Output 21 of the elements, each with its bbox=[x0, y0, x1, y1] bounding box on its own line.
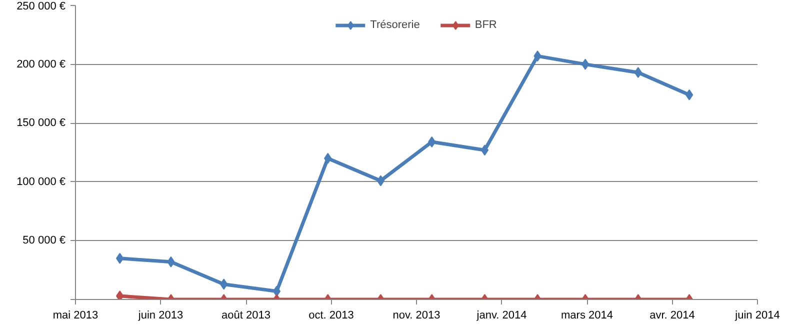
y-tick-label: 50 000 € bbox=[22, 234, 66, 247]
point bbox=[116, 290, 124, 300]
point bbox=[581, 58, 590, 70]
y-tick-label: 200 000 € bbox=[16, 58, 66, 70]
legend-label: BFR bbox=[474, 19, 497, 31]
x-tick-label: mai 2013 bbox=[52, 310, 98, 322]
y-tick-label: 100 000 € bbox=[16, 176, 66, 188]
x-tick-label: août 2013 bbox=[222, 310, 270, 322]
x-tick-label: avr. 2014 bbox=[650, 310, 695, 322]
x-tick-label: mars 2014 bbox=[561, 310, 613, 322]
legend-label: Trésorerie bbox=[370, 19, 420, 31]
x-tick-label: oct. 2013 bbox=[308, 310, 354, 322]
x-tick-label: nov. 2013 bbox=[392, 310, 440, 322]
point bbox=[480, 144, 489, 156]
y-tick-label: 250 000 € bbox=[16, 0, 66, 12]
point bbox=[376, 175, 385, 186]
point bbox=[685, 89, 694, 100]
y-tick-label: 150 000 € bbox=[16, 117, 66, 130]
x-tick-label: janv. 2014 bbox=[476, 310, 527, 322]
x-tick-label: juin 2014 bbox=[734, 310, 780, 322]
x-tick-label: juin 2013 bbox=[137, 310, 184, 322]
